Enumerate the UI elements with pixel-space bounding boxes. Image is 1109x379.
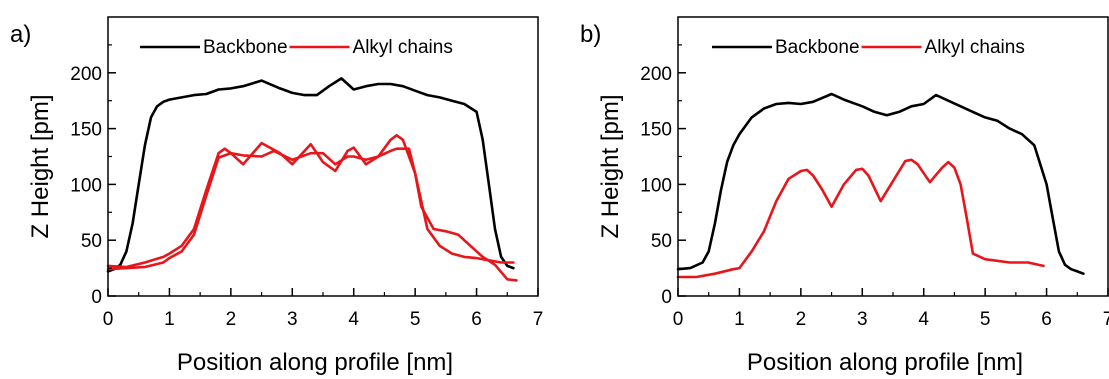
x-tick-label: 2 (226, 309, 237, 330)
x-tick-label: 7 (1103, 309, 1109, 330)
x-tick-label: 3 (287, 309, 298, 330)
x-tick-label: 6 (1041, 309, 1052, 330)
x-tick-label: 4 (918, 309, 929, 330)
x-tick-label: 1 (734, 309, 745, 330)
y-tick-label: 50 (651, 231, 672, 252)
legend-label: Alkyl chains (353, 37, 453, 58)
x-tick-label: 3 (857, 309, 868, 330)
y-tick-label: 150 (70, 120, 102, 141)
x-axis-title: Position along profile [nm] (747, 349, 1023, 376)
y-tick-label: 100 (70, 175, 102, 196)
y-tick-label: 0 (661, 287, 672, 308)
legend-label: Alkyl chains (925, 37, 1025, 58)
x-tick-label: 2 (796, 309, 807, 330)
panel-label: a) (10, 21, 31, 48)
y-tick-label: 0 (91, 287, 102, 308)
y-tick-label: 100 (640, 175, 672, 196)
legend-label: Backbone (203, 37, 288, 58)
x-tick-label: 0 (103, 309, 114, 330)
x-axis-title: Position along profile [nm] (177, 349, 453, 376)
x-tick-label: 7 (533, 309, 544, 330)
series-line-1-0 (676, 92, 1085, 275)
y-axis-title: Z Height [pm] (597, 94, 624, 238)
y-tick-label: 150 (640, 120, 672, 141)
plot-frame-0 (107, 16, 539, 297)
panel-label: b) (580, 21, 601, 48)
y-tick-label: 200 (70, 64, 102, 85)
x-tick-label: 5 (410, 309, 421, 330)
series-line-1-1 (676, 158, 1045, 279)
x-tick-label: 4 (348, 309, 359, 330)
x-tick-label: 1 (164, 309, 175, 330)
y-tick-label: 50 (81, 231, 102, 252)
y-axis-title: Z Height [pm] (27, 94, 54, 238)
x-tick-label: 6 (471, 309, 482, 330)
series-line-0-2 (106, 147, 515, 271)
series-line-0-1 (106, 134, 518, 282)
legend-label: Backbone (775, 37, 860, 58)
series-line-0-0 (106, 77, 515, 273)
y-tick-label: 200 (640, 64, 672, 85)
x-tick-label: 5 (980, 309, 991, 330)
plot-frame-1 (677, 16, 1109, 297)
x-tick-label: 0 (673, 309, 684, 330)
